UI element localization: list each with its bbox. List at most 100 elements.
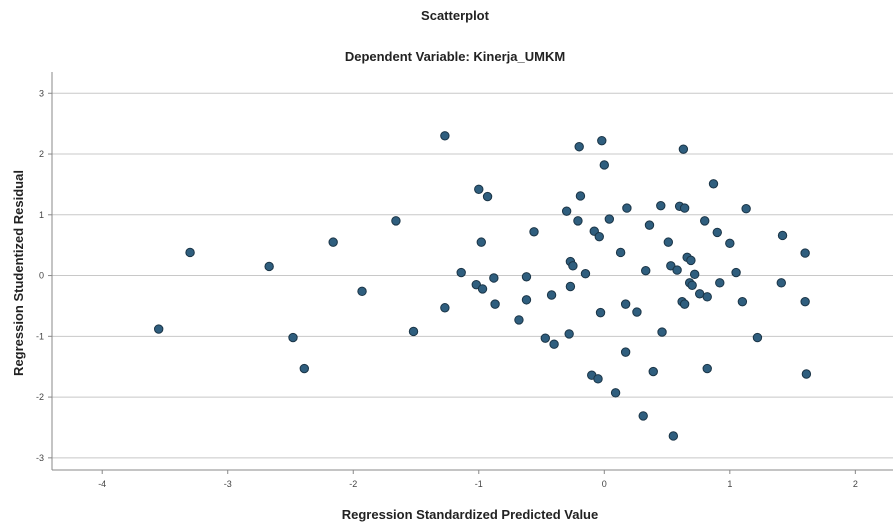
data-point [687,280,697,290]
data-point [731,267,741,278]
data-point [702,363,712,374]
data-point [574,142,584,152]
data-point [672,265,682,275]
y-tick-label: -3 [36,453,44,463]
x-tick-label: 2 [853,479,858,489]
data-point [561,206,572,216]
data-point [565,281,576,292]
data-point [456,267,466,278]
x-tick-label: -4 [98,479,106,489]
y-tick-label: -2 [36,392,44,402]
data-point [264,261,274,272]
data-points [153,131,812,441]
data-point [153,324,164,334]
data-point [604,214,615,224]
chart-subtitle: Dependent Variable: Kinerja_UMKM [345,49,565,64]
data-point [540,333,551,343]
data-point [575,191,586,201]
data-point [440,131,450,141]
y-tick-label: 2 [39,149,44,159]
data-point [408,326,419,337]
data-point [737,296,748,307]
data-point [752,332,763,343]
data-point [597,135,607,146]
x-tick-label: 0 [602,479,607,489]
x-tick-label: -2 [349,479,357,489]
data-point [546,290,557,300]
data-point [328,237,338,247]
y-axis-ticks: -3 -2 -1 0 1 2 3 [36,88,52,463]
axes [51,72,893,471]
data-point [800,296,810,307]
data-point [689,269,700,280]
y-tick-label: 1 [39,210,44,220]
data-point [801,369,812,379]
data-point [641,265,651,276]
data-point [288,332,298,343]
data-point [521,272,532,282]
data-point [599,160,609,170]
data-point [632,307,642,317]
data-point [657,327,667,337]
data-point [514,315,524,325]
data-point [644,220,655,230]
x-tick-label: 1 [727,479,732,489]
y-tick-label: 3 [39,88,44,98]
data-point [620,347,631,357]
data-point [725,238,735,249]
y-tick-label: 0 [39,271,44,281]
data-point [686,255,696,266]
data-point [568,261,578,271]
data-point [580,269,591,279]
data-point [656,200,666,211]
data-point [622,203,632,213]
data-point [648,366,658,377]
data-point [474,184,484,194]
gridlines [52,92,893,459]
data-point [715,278,725,288]
data-point [595,307,606,318]
data-point [679,203,690,213]
data-point [357,286,367,297]
data-point [668,431,679,441]
data-point [529,227,539,237]
y-tick-label: -1 [36,331,44,341]
x-axis-ticks: -4 -3 -2 -1 0 1 2 [98,470,858,489]
x-tick-label: -1 [475,479,483,489]
data-point [573,216,583,226]
data-point [440,303,450,313]
data-point [708,179,719,189]
data-point [476,237,486,247]
data-point [678,144,689,154]
data-point [638,411,648,421]
data-point [594,231,604,242]
data-point [489,273,499,283]
data-point [482,191,493,202]
data-point [777,230,788,241]
data-point [679,299,690,309]
data-point [800,248,810,258]
data-point [702,292,712,302]
data-point [185,247,195,258]
data-point [700,216,710,226]
data-point [521,295,532,305]
data-point [549,339,559,349]
data-point [712,227,722,238]
data-point [299,363,309,374]
data-point [610,388,621,398]
data-point [741,204,751,214]
data-point [593,374,603,384]
data-point [490,299,500,309]
data-point [477,284,488,294]
chart-title: Scatterplot [421,8,490,23]
data-point [615,247,626,258]
y-axis-label: Regression Studentized Residual [11,170,26,376]
x-axis-label: Regression Standardized Predicted Value [342,507,598,522]
data-point [391,216,401,226]
data-point [776,278,786,288]
x-tick-label: -3 [224,479,232,489]
data-point [620,299,631,309]
data-point [564,329,574,339]
